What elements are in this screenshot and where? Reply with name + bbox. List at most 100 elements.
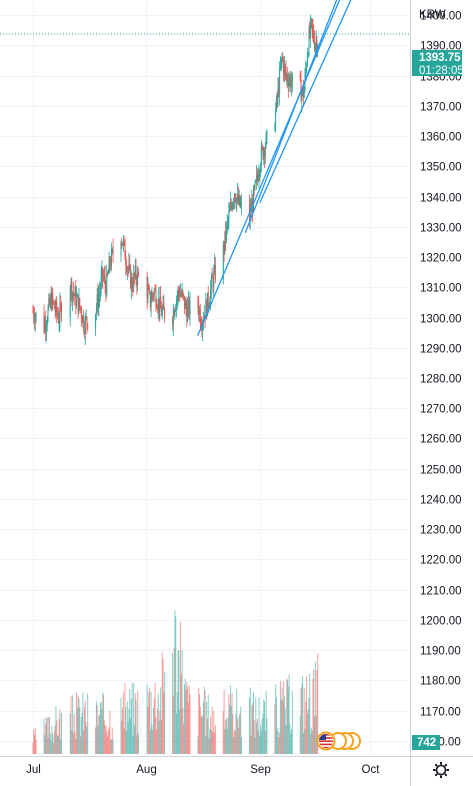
candle [160, 301, 162, 317]
volume-bar [291, 690, 293, 754]
candle [153, 291, 155, 302]
volume-bar [160, 687, 162, 754]
price-tick-label: 1250.00 [420, 465, 462, 477]
volume-bar [237, 728, 239, 754]
volume-bar [137, 691, 139, 754]
candle [176, 290, 178, 311]
volume-bar [158, 720, 160, 754]
candle [156, 298, 158, 310]
volume-bar [136, 734, 138, 754]
trend-line [197, 0, 341, 336]
candle [100, 265, 102, 296]
price-tick-label: 1390.00 [420, 41, 462, 53]
candle [214, 256, 216, 284]
price-axis[interactable] [410, 0, 473, 756]
trend-lines[interactable] [197, 0, 373, 336]
volume-bar [277, 727, 279, 754]
candle [99, 283, 101, 302]
volume-bar [183, 723, 185, 754]
candle [69, 284, 71, 327]
volume-bar [77, 695, 79, 754]
candle [111, 247, 113, 255]
candle [106, 265, 108, 298]
candle [112, 238, 114, 263]
volume-bar [289, 724, 291, 754]
settings-gear-icon[interactable] [433, 762, 449, 778]
trend-line [259, 0, 352, 203]
volume-bar [156, 729, 158, 754]
volume-bar [84, 707, 86, 754]
candle [56, 296, 58, 324]
candle [233, 193, 235, 210]
price-tick-label: 1310.00 [420, 283, 462, 295]
candle [126, 258, 128, 275]
volume-bar [76, 692, 78, 754]
volume-bar [186, 682, 188, 754]
candle [60, 295, 62, 312]
volume-bar [157, 693, 159, 754]
candle [55, 297, 57, 317]
candle [163, 294, 165, 310]
currency-label[interactable]: KRW [419, 9, 446, 21]
volume-bar [202, 716, 204, 754]
volume-bar [130, 718, 132, 754]
volume-bar [305, 701, 307, 754]
volume-bar [287, 680, 289, 754]
candle [181, 282, 183, 298]
candle [45, 319, 47, 342]
candle [76, 286, 78, 309]
candle [228, 202, 230, 230]
candle [97, 283, 99, 316]
candle [183, 295, 185, 315]
volume-bar [61, 712, 62, 754]
candle [234, 193, 236, 203]
candle [275, 94, 277, 113]
volume-bar [314, 716, 316, 754]
volume-bar [46, 717, 48, 754]
volume-bar [103, 694, 105, 754]
candle [44, 316, 46, 334]
time-tick-label: Sep [250, 764, 270, 776]
volume-bar [49, 717, 51, 754]
candle [210, 272, 212, 300]
volume-bar [209, 728, 211, 754]
candle [299, 71, 301, 82]
volume-bar [161, 652, 163, 754]
candle [256, 168, 258, 186]
candle [310, 14, 312, 48]
candle [260, 140, 262, 173]
candle [189, 291, 191, 326]
candle [161, 304, 163, 320]
candle [233, 197, 235, 210]
volume-bar [306, 676, 308, 754]
volume-bar [70, 696, 72, 754]
volume-bar [53, 742, 55, 754]
volume-bar [240, 706, 242, 754]
volume-bar [279, 732, 281, 754]
volume-bar [71, 730, 73, 754]
candle [151, 287, 153, 303]
candle [82, 314, 84, 328]
candle [275, 102, 277, 133]
candle [261, 142, 263, 151]
candle [87, 322, 89, 331]
candle [309, 21, 311, 40]
volume-bar [160, 719, 162, 754]
candle [104, 265, 106, 294]
price-tick-label: 1260.00 [420, 434, 462, 446]
volume-bar [198, 687, 200, 754]
candle [76, 292, 78, 298]
volume-bar [174, 610, 176, 754]
candle [249, 197, 251, 230]
volume-bar [234, 731, 236, 754]
volume-bar [179, 622, 181, 754]
candle [149, 291, 151, 312]
volume-bar [262, 713, 264, 754]
candle [236, 197, 238, 213]
candle [187, 297, 189, 323]
economic-events-markers[interactable] [316, 731, 361, 751]
candle [255, 178, 257, 184]
volume-bar [153, 698, 155, 754]
volume-bar [159, 710, 161, 754]
